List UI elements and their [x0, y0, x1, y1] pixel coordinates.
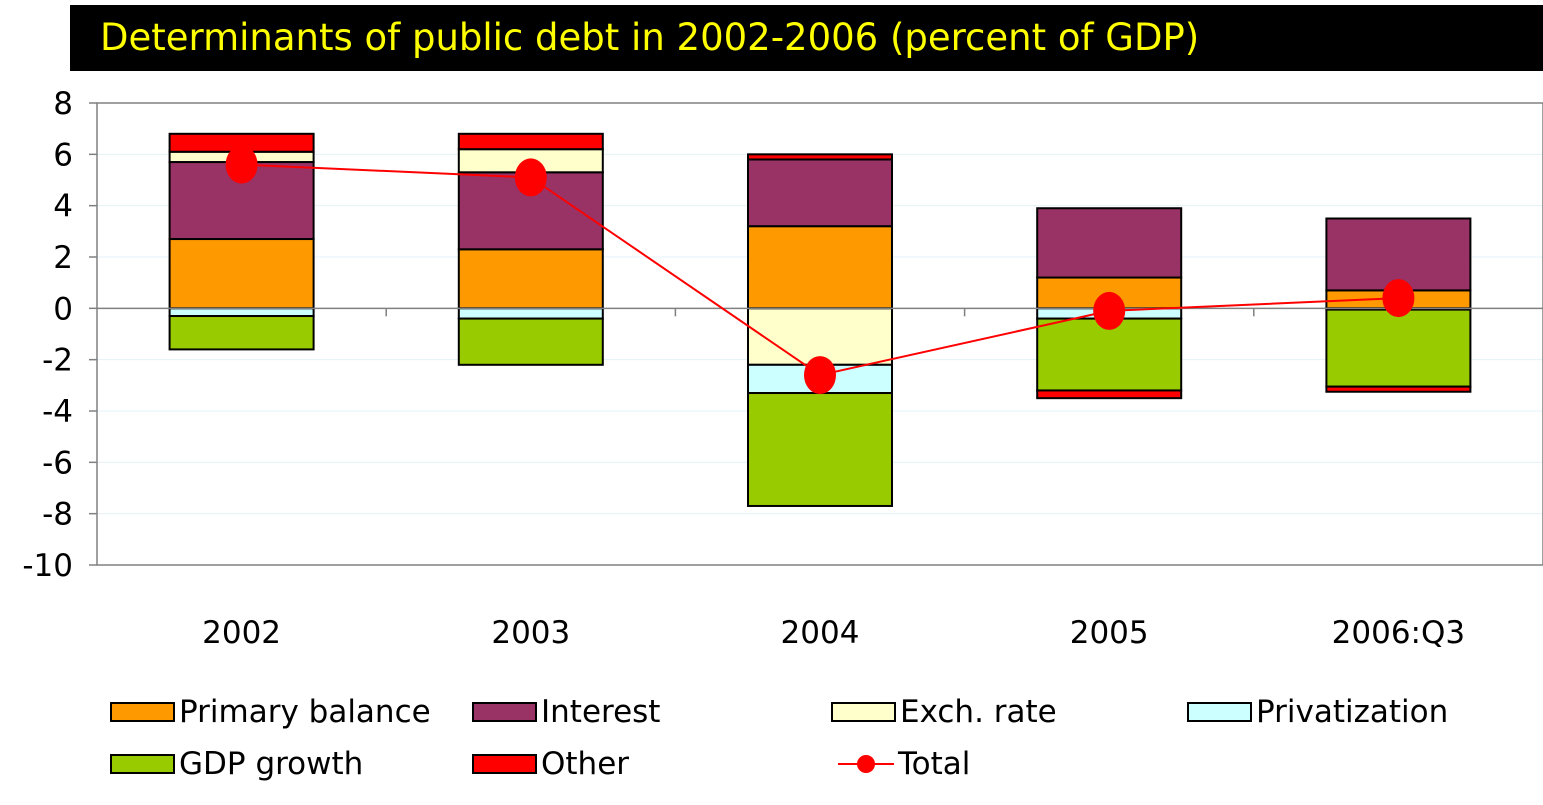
bar-interest — [1036, 207, 1183, 279]
y-tick-label: -2 — [42, 343, 73, 379]
y-tick-label: 0 — [53, 291, 73, 327]
bar-primary-balance — [168, 238, 315, 310]
bar-other — [747, 153, 893, 161]
y-tick-label: 6 — [53, 137, 73, 173]
total-line-series — [225, 145, 1415, 395]
total-point — [1382, 279, 1415, 318]
bar-primary-balance — [747, 225, 893, 310]
legend-label-interest: Interest — [541, 694, 661, 730]
legend-marker-total — [838, 752, 894, 776]
legend-swatch-other — [472, 754, 537, 774]
legend-label-primary-balance: Primary balance — [179, 694, 431, 730]
bar-gdp-growth — [1036, 317, 1183, 392]
bar-gdp-growth — [457, 317, 604, 366]
total-point — [1093, 291, 1126, 330]
bar-gdp-growth — [747, 392, 893, 507]
bar-other — [1036, 389, 1183, 400]
y-tick-label: -8 — [42, 497, 73, 533]
legend-swatch-interest — [472, 702, 537, 722]
legend-label-exch-rate: Exch. rate — [900, 694, 1057, 730]
y-tick-label: 8 — [53, 86, 73, 122]
y-tick-label: -10 — [22, 548, 73, 584]
bar-privatization — [457, 307, 604, 320]
y-tick-label: -4 — [42, 394, 73, 430]
x-tick-label: 2002 — [202, 615, 281, 651]
legend-swatch-exch-rate — [831, 702, 896, 722]
plot-area-border — [96, 102, 1543, 566]
bar-interest — [1325, 217, 1472, 292]
x-tick-label: 2005 — [1070, 615, 1149, 651]
legend-swatch-gdp-growth — [110, 754, 175, 774]
legend-swatch-primary-balance — [110, 702, 175, 722]
y-tick-label: 4 — [53, 189, 73, 225]
x-axis: 2002 2003 2004 2005 2006:Q3 — [202, 308, 1465, 651]
legend-item-exch-rate: Exch. rate — [831, 690, 1057, 734]
bar-interest — [747, 158, 893, 228]
y-tick-label: 2 — [53, 240, 73, 276]
total-point — [804, 356, 836, 395]
legend-label-privatization: Privatization — [1256, 694, 1449, 730]
chart-plot: 8 6 4 2 0 -2 -4 -6 -8 -10 2002 2003 2004 2005 2006:Q3 — [22, 86, 1543, 651]
bar-privatization — [168, 307, 315, 318]
x-tick-label: 2004 — [781, 615, 860, 651]
bar-primary-balance — [457, 248, 604, 310]
chart-title-bar: Determinants of public debt in 2002-2006… — [70, 5, 1543, 71]
legend-item-privatization: Privatization — [1187, 690, 1448, 734]
bar-gdp-growth — [1325, 308, 1472, 388]
legend-item-total: Total — [838, 742, 970, 786]
y-tick-label: -6 — [42, 445, 73, 481]
bar-series — [168, 132, 1472, 507]
legend: Primary balance Interest Exch. rate Priv… — [0, 690, 1543, 805]
legend-item-interest: Interest — [472, 690, 660, 734]
y-axis: 8 6 4 2 0 -2 -4 -6 -8 -10 — [22, 86, 97, 584]
legend-item-other: Other — [472, 742, 629, 786]
legend-label-total: Total — [898, 746, 971, 782]
legend-label-gdp-growth: GDP growth — [179, 746, 364, 782]
bar-other — [1325, 385, 1472, 393]
legend-item-primary-balance: Primary balance — [110, 690, 431, 734]
bar-gdp-growth — [168, 315, 315, 351]
bar-other — [457, 132, 604, 151]
legend-label-other: Other — [541, 746, 630, 782]
chart-title: Determinants of public debt in 2002-2006… — [100, 16, 1200, 59]
legend-swatch-privatization — [1187, 702, 1252, 722]
x-tick-label: 2006:Q3 — [1332, 615, 1465, 651]
total-point — [225, 145, 258, 184]
legend-item-gdp-growth: GDP growth — [110, 742, 363, 786]
x-tick-label: 2003 — [491, 615, 570, 651]
total-point — [514, 158, 547, 197]
